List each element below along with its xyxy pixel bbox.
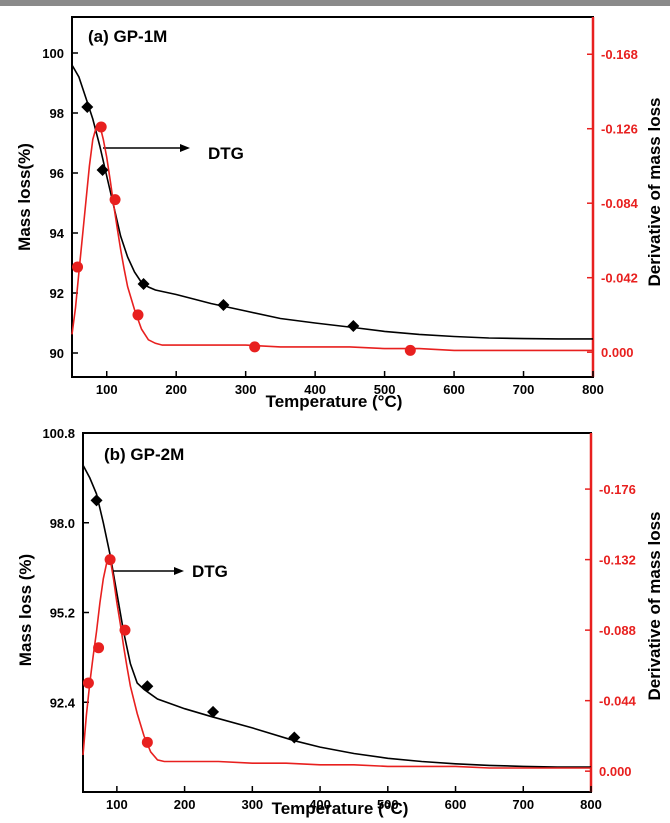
top-border-bar bbox=[0, 0, 670, 6]
panel-b-y-left-tick-label: 98.0 bbox=[50, 516, 75, 531]
panel-b-series bbox=[82, 464, 591, 769]
panel-b-y-right-tick-label: -0.132 bbox=[599, 553, 636, 568]
panel-b-y-right-tick-label: -0.176 bbox=[599, 482, 636, 497]
panel-a-y-left-tick-label: 94 bbox=[50, 226, 65, 241]
panel-a-x-tick-label: 800 bbox=[582, 382, 604, 397]
panel-b-ticks: 100 200 300 400 500 600 700 800 92.4 95.2 98.0 100.… bbox=[42, 426, 636, 812]
panel-b-dtg-marker bbox=[104, 554, 116, 566]
panel-b-mass-loss-marker bbox=[141, 680, 154, 693]
panel-a-y-right-tick-label: -0.168 bbox=[601, 47, 638, 62]
panel-a-dtg-marker bbox=[72, 261, 84, 273]
panel-a-x-tick-label: 600 bbox=[443, 382, 465, 397]
panel-a-y-right-tick-label: -0.084 bbox=[601, 196, 639, 211]
panel-a-dtg-line bbox=[71, 124, 593, 352]
panel-b-y-left-tick-label: 95.2 bbox=[50, 606, 75, 621]
panel-a-y-right-label: Derivative of mass loss bbox=[645, 98, 664, 287]
panel-a-dtg-label: DTG bbox=[208, 144, 244, 163]
panel-a-x-tick-label: 500 bbox=[374, 382, 396, 397]
panel-a-y-right-tick-label: -0.042 bbox=[601, 271, 638, 286]
panel-b-plot-frame bbox=[82, 432, 592, 793]
panel-b-y-right-tick-label: -0.044 bbox=[599, 694, 637, 709]
panel-b-mass-loss-marker bbox=[288, 731, 301, 744]
panel-b-y-left-tick-label: 92.4 bbox=[50, 695, 76, 710]
panel-a-y-right-tick-label: -0.126 bbox=[601, 122, 638, 137]
panel-a: (a) GP-1M Mass loss(%) Derivative of mas… bbox=[15, 16, 664, 411]
panel-b-dtg-arrow-head bbox=[174, 567, 184, 575]
panel-a-y-left-tick-label: 90 bbox=[50, 346, 64, 361]
panel-b-y-right-tick-label: 0.000 bbox=[599, 764, 632, 779]
panel-b-x-tick-label: 200 bbox=[174, 797, 196, 812]
panel-a-dtg-marker bbox=[95, 121, 107, 133]
panel-a-mass-loss-marker bbox=[81, 101, 94, 113]
panel-a-y-left-tick-label: 92 bbox=[50, 286, 64, 301]
panel-a-y-left-tick-label: 100 bbox=[42, 46, 64, 61]
panel-b: (b) GP-2M Mass loss (%) Derivative of ma… bbox=[16, 426, 664, 818]
panel-b-y-right-label: Derivative of mass loss bbox=[645, 512, 664, 701]
panel-b-y-left-tick-label: 100.8 bbox=[42, 426, 75, 441]
panel-b-mass-loss-marker bbox=[207, 705, 220, 718]
panel-b-title: (b) GP-2M bbox=[104, 445, 184, 464]
panel-b-dtg-marker bbox=[82, 677, 94, 689]
panel-a-dtg-marker bbox=[132, 309, 144, 321]
panel-b-dtg-line bbox=[82, 555, 591, 769]
panel-a-x-tick-label: 100 bbox=[96, 382, 118, 397]
panel-a-mass-loss-marker bbox=[347, 320, 360, 332]
panel-a-mass-loss-marker bbox=[217, 299, 230, 311]
panel-a-y-right-tick-label: 0.000 bbox=[601, 345, 634, 360]
panel-a-y-left-tick-label: 96 bbox=[50, 166, 64, 181]
panel-b-x-tick-label: 400 bbox=[309, 797, 331, 812]
panel-a-y-left-tick-label: 98 bbox=[50, 106, 64, 121]
panel-a-x-tick-label: 700 bbox=[513, 382, 535, 397]
panel-b-x-tick-label: 100 bbox=[106, 797, 128, 812]
panel-a-mass-loss-marker bbox=[137, 278, 150, 290]
panel-a-title: (a) GP-1M bbox=[88, 27, 167, 46]
panel-a-dtg-marker bbox=[109, 194, 121, 206]
panel-a-x-tick-label: 300 bbox=[235, 382, 257, 397]
panel-a-x-tick-label: 400 bbox=[304, 382, 326, 397]
panel-a-plot-frame bbox=[71, 16, 594, 378]
panel-b-x-tick-label: 600 bbox=[445, 797, 467, 812]
panel-b-x-tick-label: 500 bbox=[377, 797, 399, 812]
panel-a-ticks: 100 200 300 400 500 600 700 800 90 92 94 96 98 100 0.0… bbox=[42, 46, 638, 397]
panel-b-dtg-annotation: DTG bbox=[113, 562, 228, 581]
panel-b-mass-loss-line bbox=[82, 464, 591, 768]
panel-b-x-label: Temperature (°C) bbox=[272, 799, 409, 818]
panel-a-dtg-marker bbox=[249, 341, 261, 353]
panel-a-dtg-marker bbox=[404, 344, 416, 356]
panel-b-dtg-marker bbox=[141, 736, 153, 748]
panel-a-x-tick-label: 200 bbox=[165, 382, 187, 397]
panel-b-x-tick-label: 300 bbox=[241, 797, 263, 812]
panel-a-mass-loss-line bbox=[71, 64, 593, 340]
panel-b-dtg-marker bbox=[93, 642, 105, 654]
panel-b-x-tick-label: 700 bbox=[512, 797, 534, 812]
panel-b-y-right-tick-label: -0.088 bbox=[599, 623, 636, 638]
panel-b-dtg-label: DTG bbox=[192, 562, 228, 581]
panel-a-mass-loss-marker bbox=[96, 164, 109, 176]
panel-a-dtg-arrow-head bbox=[180, 144, 190, 152]
panel-b-mass-loss-marker bbox=[90, 494, 103, 507]
panel-a-x-label: Temperature (°C) bbox=[266, 392, 403, 411]
panel-a-series bbox=[71, 64, 593, 356]
panel-b-y-left-label: Mass loss (%) bbox=[16, 554, 35, 666]
panel-a-dtg-annotation: DTG bbox=[103, 144, 244, 163]
panel-b-dtg-marker bbox=[119, 624, 131, 636]
panel-b-x-tick-label: 800 bbox=[580, 797, 602, 812]
panel-a-y-left-label: Mass loss(%) bbox=[15, 143, 34, 251]
